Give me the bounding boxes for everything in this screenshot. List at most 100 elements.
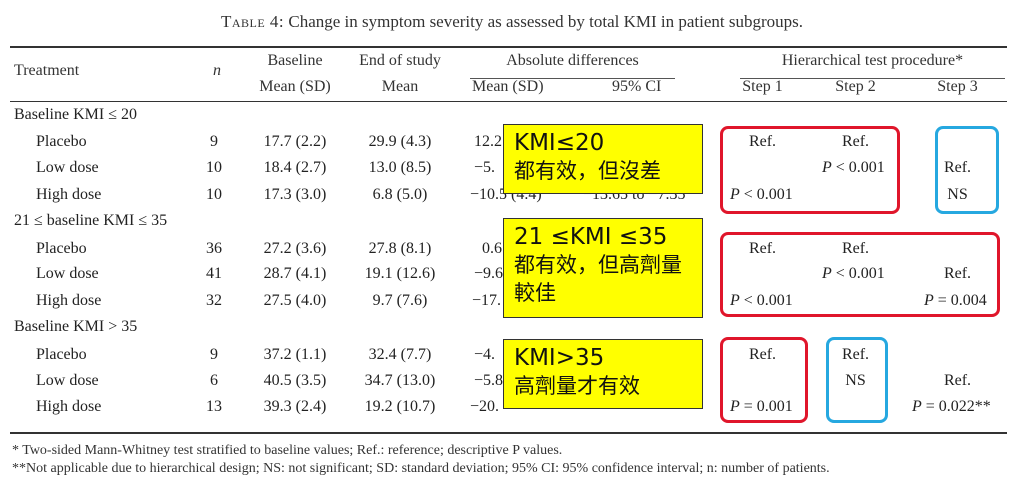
- header-baseline-sub: Mean (SD): [259, 78, 331, 95]
- note-body: 都有效，但高劑量較佳: [514, 253, 682, 305]
- cell-n: 9: [210, 346, 218, 363]
- cell-abs-mean: 0.6: [482, 240, 502, 257]
- cell-step3: Ref.: [943, 265, 972, 282]
- cell-abs-mean: −17.: [472, 292, 502, 309]
- highlight-box-red: [720, 126, 900, 214]
- cell-abs-mean: −20.: [470, 398, 500, 415]
- cell-step2: Ref.: [841, 133, 870, 150]
- cell-end: 34.7 (13.0): [364, 372, 436, 389]
- cell-step2: P < 0.001: [822, 159, 885, 176]
- cell-step2: P < 0.001: [822, 265, 885, 282]
- header-absdiff-ci: 95% CI: [612, 78, 662, 95]
- header-treatment: Treatment: [14, 62, 80, 79]
- cell-baseline: 17.3 (3.0): [263, 186, 327, 203]
- cell-n: 36: [206, 240, 222, 257]
- header-end-of-study: End of study: [359, 52, 441, 69]
- cell-step2: NS: [845, 372, 866, 389]
- cell-step2: Ref.: [841, 240, 870, 257]
- header-n: n: [213, 62, 221, 79]
- caption-text: Change in symptom severity as assessed b…: [288, 12, 804, 31]
- bottom-rule: [10, 432, 1007, 434]
- top-rule: [10, 46, 1007, 48]
- footnote-2: **Not applicable due to hierarchical des…: [12, 461, 830, 476]
- highlight-box-red: [720, 232, 1000, 317]
- cell-step3: Ref.: [943, 159, 972, 176]
- cell-step3: NS: [947, 186, 968, 203]
- cell-baseline: 28.7 (4.1): [263, 265, 327, 282]
- cell-n: 10: [206, 186, 222, 203]
- header-step1: Step 1: [742, 78, 783, 95]
- htp-underline: [740, 78, 1005, 79]
- cell-n: 9: [210, 133, 218, 150]
- cell-end: 19.2 (10.7): [364, 398, 436, 415]
- note-title: KMI≤20: [514, 130, 605, 156]
- cell-treatment: Low dose: [36, 159, 99, 176]
- highlight-box-blue: [826, 337, 888, 423]
- note-title: KMI>35: [514, 345, 605, 371]
- section-title: 21 ≤ baseline KMI ≤ 35: [14, 212, 168, 229]
- cell-end: 13.0 (8.5): [368, 159, 432, 176]
- cell-n: 41: [206, 265, 222, 282]
- cell-treatment: High dose: [36, 398, 102, 415]
- cell-abs-mean: −9.6: [474, 265, 504, 282]
- cell-abs-mean: 12.2: [474, 133, 502, 150]
- cell-baseline: 37.2 (1.1): [263, 346, 327, 363]
- cell-step1: P = 0.001: [730, 398, 793, 415]
- header-absolute-differences: Absolute differences: [506, 52, 639, 69]
- note-title: 21 ≤KMI ≤35: [514, 224, 668, 250]
- cell-abs-mean: −4.: [474, 346, 496, 363]
- cell-baseline: 39.3 (2.4): [263, 398, 327, 415]
- note-body: 高劑量才有效: [514, 374, 640, 398]
- header-baseline: Baseline: [267, 52, 323, 69]
- cell-treatment: High dose: [36, 186, 102, 203]
- footnote-1: * Two-sided Mann-Whitney test stratified…: [12, 443, 563, 458]
- header-rule: [10, 101, 1007, 102]
- header-step3: Step 3: [937, 78, 978, 95]
- cell-step1: P < 0.001: [730, 292, 793, 309]
- cell-treatment: Placebo: [36, 346, 87, 363]
- cell-n: 6: [210, 372, 218, 389]
- cell-step1: Ref.: [748, 240, 777, 257]
- cell-abs-mean: −5.: [474, 159, 496, 176]
- cell-step1: Ref.: [748, 346, 777, 363]
- cell-step3: P = 0.022**: [912, 398, 991, 415]
- header-step2: Step 2: [835, 78, 876, 95]
- cell-treatment: Low dose: [36, 372, 99, 389]
- cell-baseline: 18.4 (2.7): [263, 159, 327, 176]
- cell-treatment: Low dose: [36, 265, 99, 282]
- header-end-sub: Mean: [381, 78, 419, 95]
- cell-end: 9.7 (7.6): [372, 292, 428, 309]
- annotation-note-high-kmi: KMI>35 高劑量才有效: [503, 339, 703, 409]
- cell-step3: Ref.: [943, 372, 972, 389]
- cell-end: 6.8 (5.0): [372, 186, 428, 203]
- cell-end: 27.8 (8.1): [368, 240, 432, 257]
- cell-step3: P = 0.004: [924, 292, 987, 309]
- cell-step2: Ref.: [841, 346, 870, 363]
- highlight-box-red: [720, 337, 808, 423]
- highlight-box-blue: [935, 126, 999, 214]
- cell-baseline: 27.5 (4.0): [263, 292, 327, 309]
- header-hierarchical-test: Hierarchical test procedure*: [781, 52, 964, 69]
- cell-baseline: 17.7 (2.2): [263, 133, 327, 150]
- cell-abs-mean: −5.8: [474, 372, 504, 389]
- cell-n: 13: [206, 398, 222, 415]
- annotation-note-low-kmi: KMI≤20 都有效，但沒差: [503, 124, 703, 194]
- table-caption: Table 4: Change in symptom severity as a…: [0, 12, 1024, 32]
- cell-step1: P < 0.001: [730, 186, 793, 203]
- cell-treatment: High dose: [36, 292, 102, 309]
- cell-treatment: Placebo: [36, 240, 87, 257]
- cell-baseline: 40.5 (3.5): [263, 372, 327, 389]
- annotation-note-mid-kmi: 21 ≤KMI ≤35 都有效，但高劑量較佳: [503, 218, 703, 318]
- header-absdiff-mean: Mean (SD): [472, 78, 544, 95]
- cell-end: 32.4 (7.7): [368, 346, 432, 363]
- cell-end: 29.9 (4.3): [368, 133, 432, 150]
- cell-baseline: 27.2 (3.6): [263, 240, 327, 257]
- cell-n: 32: [206, 292, 222, 309]
- cell-treatment: Placebo: [36, 133, 87, 150]
- cell-end: 19.1 (12.6): [364, 265, 436, 282]
- caption-label: Table 4:: [220, 12, 285, 31]
- section-title: Baseline KMI > 35: [14, 318, 138, 335]
- cell-step1: Ref.: [748, 133, 777, 150]
- note-body: 都有效，但沒差: [514, 159, 661, 183]
- section-title: Baseline KMI ≤ 20: [14, 106, 137, 123]
